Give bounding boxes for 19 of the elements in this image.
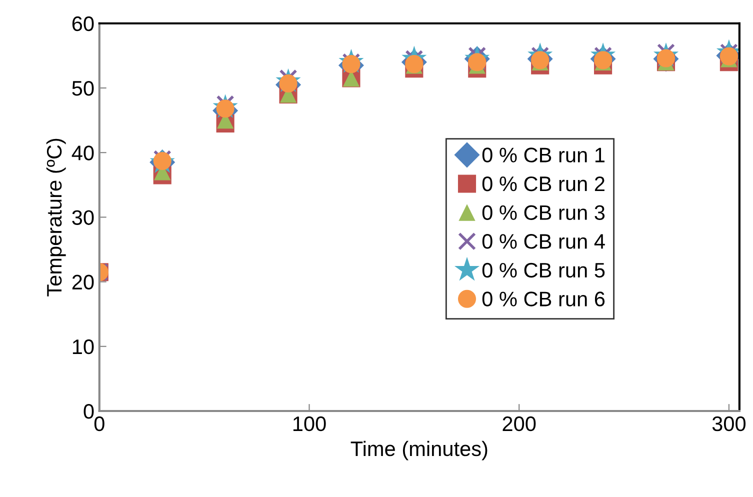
legend-label: 0 % CB run 6 xyxy=(482,292,605,306)
y-tick-label: 50 xyxy=(72,80,94,96)
x-axis-title: Time (minutes) xyxy=(350,440,488,460)
x-tick-label: 200 xyxy=(502,416,536,432)
x-tick-label: 100 xyxy=(293,416,326,432)
legend-label: 0 % CB run 4 xyxy=(482,234,605,249)
legend-label: 0 % CB run 2 xyxy=(482,176,604,192)
legend-label: 0 % CB run 1 xyxy=(482,148,604,162)
y-tick-label: 10 xyxy=(72,339,94,354)
x-tick-label: 0 xyxy=(94,416,104,432)
y-tick-label: 60 xyxy=(72,16,94,32)
x-tick-label: 300 xyxy=(712,416,746,432)
y-tick-label: 0 xyxy=(84,404,94,419)
y-tick-label: 20 xyxy=(72,274,94,290)
legend-label: 0 % CB run 5 xyxy=(482,262,605,278)
y-tick-label: 30 xyxy=(72,210,94,225)
y-tick-label: 40 xyxy=(72,146,94,160)
legend-label: 0 % CB run 3 xyxy=(482,205,605,220)
y-axis-title: Temperature (ºC) xyxy=(46,138,66,296)
